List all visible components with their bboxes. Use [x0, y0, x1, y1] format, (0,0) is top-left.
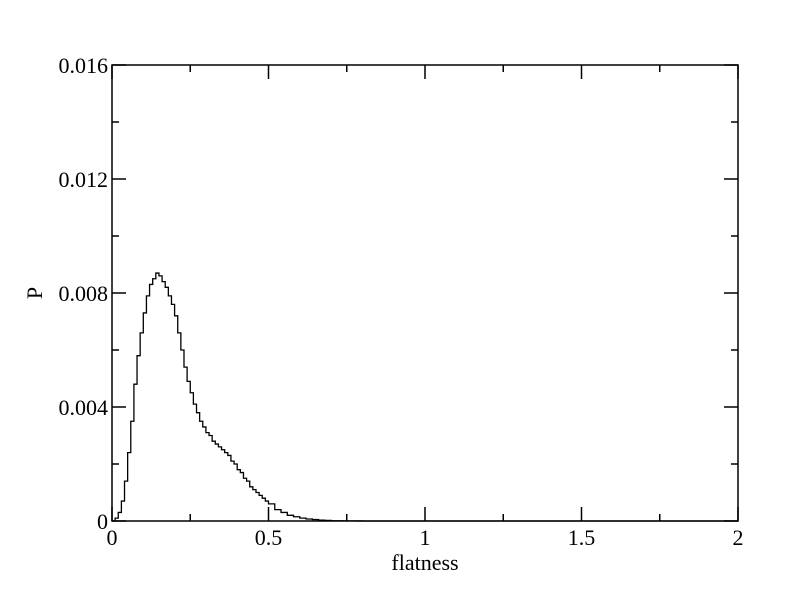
- x-axis-label: flatness: [391, 550, 458, 575]
- x-tick-label: 1.5: [568, 525, 596, 550]
- y-tick-label: 0.004: [59, 395, 109, 420]
- y-tick-label: 0: [97, 509, 108, 534]
- plot-frame: [111, 64, 739, 522]
- tick-labels: 0 0.5 1 1.5 2 0 0.004 0.008 0.012 0.016: [59, 53, 744, 550]
- y-tick-label: 0.012: [59, 167, 109, 192]
- y-tick-label: 0.016: [59, 53, 109, 78]
- x-tick-label: 0: [107, 525, 118, 550]
- y-axis-label: P: [22, 287, 47, 299]
- x-tick-label: 1: [420, 525, 431, 550]
- series-line: [112, 272, 738, 522]
- x-tick-label: 2: [733, 525, 744, 550]
- x-tick-label: 0.5: [255, 525, 283, 550]
- y-tick-label: 0.008: [59, 281, 109, 306]
- tick-marks: [111, 64, 739, 522]
